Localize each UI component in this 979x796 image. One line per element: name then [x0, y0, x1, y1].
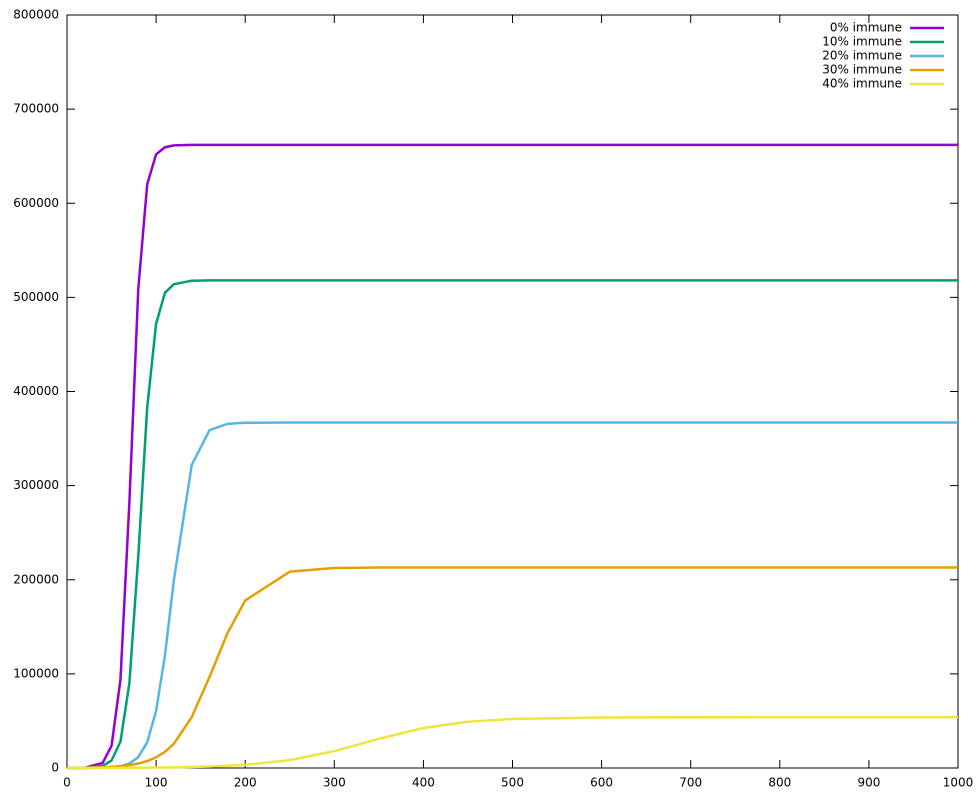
series-line — [66, 566, 958, 770]
x-tick-label: 900 — [857, 776, 880, 790]
y-tick-label: 0 — [51, 761, 59, 775]
y-tick-label: 800000 — [13, 8, 59, 22]
series-line — [66, 279, 958, 770]
y-tick-label: 500000 — [13, 290, 59, 304]
y-tick-label: 400000 — [13, 384, 59, 398]
x-tick-label: 300 — [323, 776, 346, 790]
series-line — [66, 143, 958, 770]
x-tick-label: 0 — [63, 776, 71, 790]
legend-label: 0% immune — [830, 21, 902, 35]
plot-border — [66, 14, 959, 769]
y-tick-label: 700000 — [13, 102, 59, 116]
series-line — [66, 715, 958, 770]
x-tick-label: 700 — [679, 776, 702, 790]
x-tick-label: 200 — [234, 776, 257, 790]
x-tick-label: 100 — [145, 776, 168, 790]
y-tick-label: 300000 — [13, 478, 59, 492]
y-tick-label: 100000 — [13, 666, 59, 680]
y-tick-label: 600000 — [13, 196, 59, 210]
legend-label: 40% immune — [822, 77, 902, 91]
legend-label: 10% immune — [822, 35, 902, 49]
y-tick-label: 200000 — [13, 572, 59, 586]
legend-label: 30% immune — [822, 63, 902, 77]
x-tick-label: 800 — [768, 776, 791, 790]
x-tick-label: 500 — [501, 776, 524, 790]
x-tick-label: 600 — [590, 776, 613, 790]
legend-label: 20% immune — [822, 49, 902, 63]
x-tick-label: 400 — [412, 776, 435, 790]
x-tick-label: 1000 — [943, 776, 974, 790]
